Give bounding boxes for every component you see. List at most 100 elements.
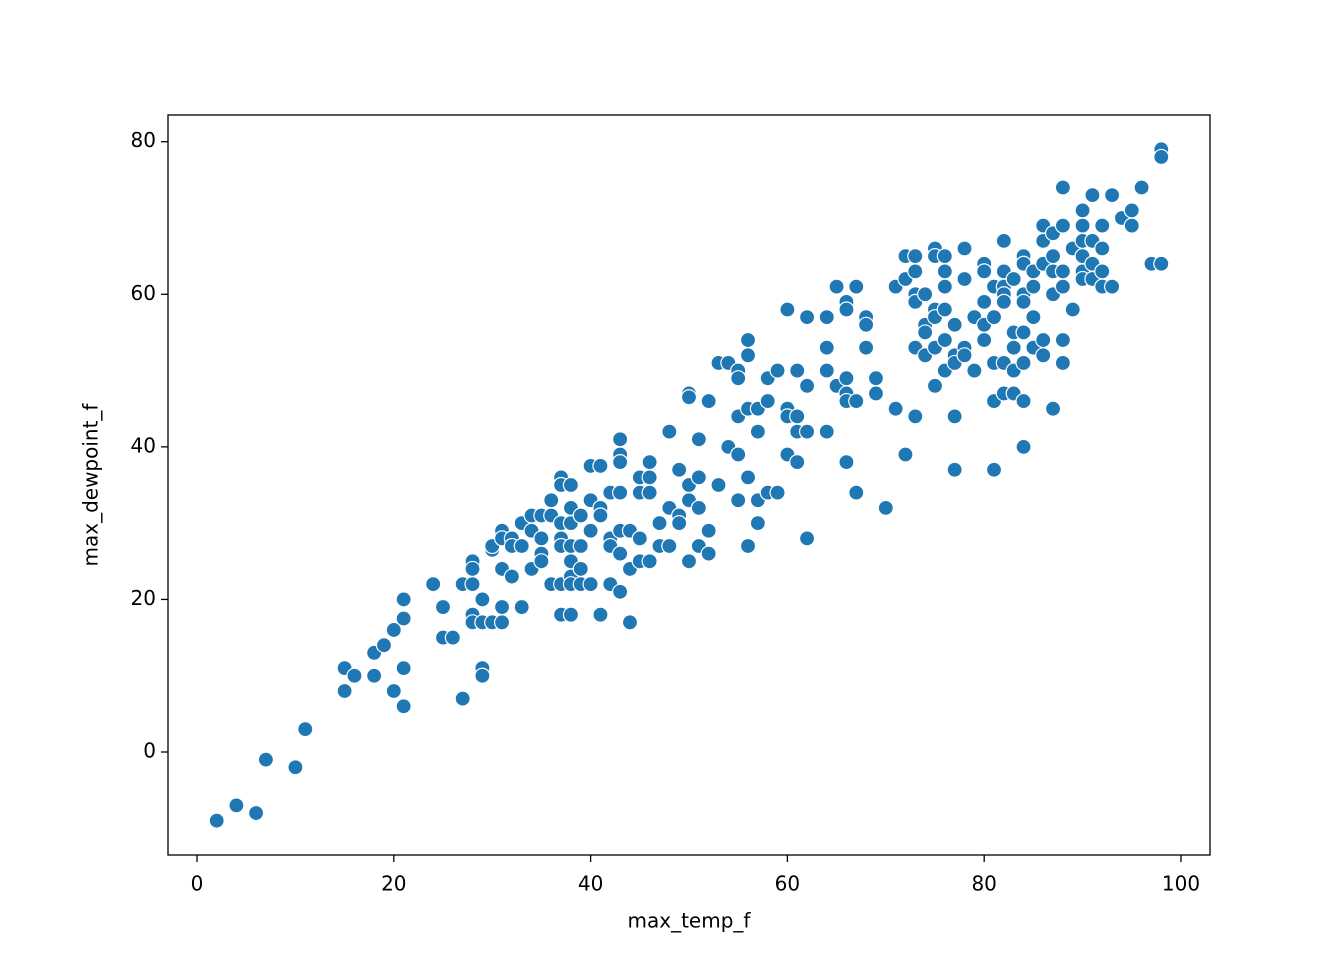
- point: [1094, 240, 1111, 257]
- point: [789, 362, 806, 379]
- point: [641, 484, 658, 501]
- point: [1015, 324, 1032, 341]
- point: [789, 454, 806, 471]
- point: [867, 370, 885, 387]
- point: [730, 492, 747, 509]
- point: [858, 339, 875, 356]
- point: [907, 248, 924, 265]
- point: [995, 293, 1012, 311]
- point: [838, 454, 855, 471]
- point: [1015, 293, 1032, 311]
- point: [700, 392, 717, 410]
- point: [1005, 270, 1022, 288]
- point: [936, 331, 953, 349]
- point: [503, 568, 520, 585]
- point: [897, 446, 914, 463]
- point: [1123, 217, 1140, 234]
- point: [936, 278, 953, 295]
- point: [838, 301, 855, 318]
- point: [956, 240, 973, 257]
- point: [1153, 148, 1170, 166]
- point: [543, 492, 560, 509]
- point: [946, 408, 963, 425]
- point: [336, 682, 353, 700]
- point: [789, 408, 806, 425]
- point: [474, 591, 491, 608]
- point: [818, 362, 835, 379]
- point: [513, 537, 530, 555]
- x-tick-label: 100: [1162, 872, 1200, 896]
- point: [641, 553, 658, 570]
- point: [375, 637, 393, 654]
- point: [956, 347, 973, 364]
- point: [730, 446, 747, 463]
- point: [946, 461, 963, 478]
- point: [818, 339, 835, 356]
- point: [641, 454, 658, 471]
- point: [848, 392, 865, 410]
- point: [710, 476, 727, 494]
- point: [867, 385, 885, 402]
- point: [1074, 202, 1091, 219]
- point: [877, 499, 894, 516]
- point: [395, 659, 412, 677]
- point: [1123, 202, 1140, 219]
- point: [749, 423, 766, 440]
- point: [493, 598, 511, 616]
- point: [985, 309, 1003, 326]
- point: [592, 457, 609, 475]
- point: [1044, 248, 1062, 265]
- point: [592, 507, 609, 524]
- point: [739, 469, 757, 486]
- point: [641, 469, 658, 486]
- point: [926, 377, 944, 394]
- point: [1103, 278, 1121, 295]
- point: [739, 347, 757, 364]
- point: [562, 476, 580, 494]
- point: [759, 392, 776, 410]
- point: [582, 576, 599, 593]
- point: [730, 370, 747, 387]
- x-tick-label: 20: [381, 872, 406, 896]
- point: [1084, 187, 1101, 204]
- point: [779, 301, 796, 318]
- point: [936, 263, 953, 280]
- point: [1054, 354, 1071, 372]
- point: [1054, 331, 1071, 349]
- point: [425, 576, 442, 593]
- point: [995, 232, 1012, 249]
- point: [818, 423, 835, 440]
- point: [297, 721, 314, 738]
- point: [346, 667, 363, 684]
- point: [1044, 400, 1062, 417]
- point: [661, 537, 678, 555]
- point: [848, 484, 865, 501]
- point: [572, 537, 589, 555]
- point: [1064, 301, 1081, 318]
- y-axis-label: max_dewpoint_f: [79, 403, 103, 567]
- point: [444, 629, 461, 646]
- point: [798, 309, 816, 326]
- point: [395, 698, 412, 715]
- point: [247, 804, 265, 822]
- point: [917, 324, 934, 341]
- point: [366, 667, 383, 684]
- point: [976, 331, 993, 349]
- point: [946, 316, 963, 333]
- point: [700, 545, 717, 562]
- point: [533, 530, 550, 547]
- point: [828, 278, 845, 295]
- point: [513, 598, 530, 616]
- point: [493, 614, 511, 631]
- x-axis-label: max_temp_f: [628, 909, 752, 933]
- point: [582, 522, 599, 539]
- point: [798, 377, 816, 394]
- point: [1054, 217, 1071, 234]
- point: [680, 389, 698, 406]
- point: [631, 530, 648, 547]
- point: [661, 423, 678, 440]
- point: [1025, 309, 1042, 326]
- point: [464, 576, 481, 593]
- point: [572, 560, 589, 578]
